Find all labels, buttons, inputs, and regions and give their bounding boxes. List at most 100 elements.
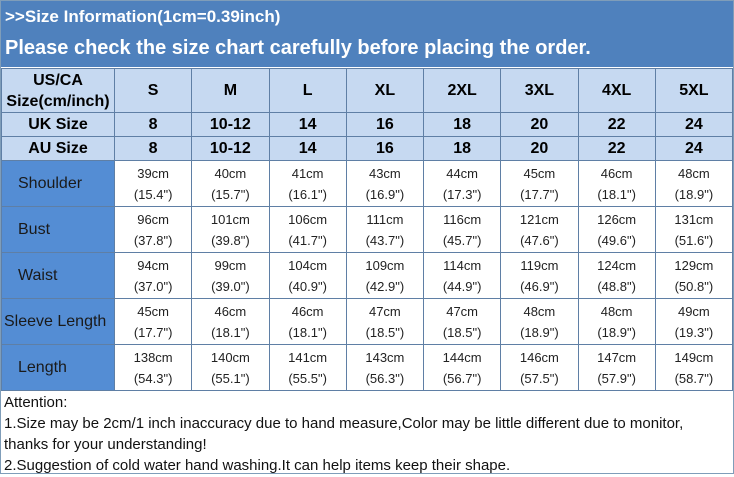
au-size-cell: 8	[113, 136, 193, 161]
measurement-cell: 99cm (39.0")	[191, 252, 270, 299]
size-header-cell: S	[113, 68, 193, 113]
inch-value: (18.9")	[597, 324, 636, 340]
inch-value: (45.7")	[442, 232, 482, 248]
size-table: US/CA Size(cm/inch) S M L XL 2XL 3XL 4XL 5XL UK Si…	[1, 68, 734, 391]
inch-value: (54.3")	[133, 370, 173, 386]
cm-value: 126cm	[597, 211, 637, 227]
cm-value: 124cm	[597, 257, 637, 273]
au-size-cell: 18	[422, 136, 502, 161]
au-size-cell: 14	[268, 136, 347, 161]
inch-value: (56.3")	[365, 370, 405, 386]
measurement-row: Length 138cm (54.3") 140cm (55.1") 141cm (55.5…	[1, 344, 734, 391]
cm-value: 101cm	[210, 211, 250, 227]
measurement-label: Shoulder	[1, 160, 115, 207]
cm-value: 147cm	[597, 349, 637, 365]
header-label-cell: US/CA Size(cm/inch)	[1, 68, 115, 113]
uk-size-cell: 16	[345, 112, 425, 137]
measurement-label: Length	[1, 344, 115, 391]
uk-size-cell: 22	[577, 112, 656, 137]
cm-value: 94cm	[137, 257, 170, 273]
inch-value: (18.1")	[597, 186, 636, 202]
cm-value: 47cm	[368, 303, 401, 319]
cm-value: 106cm	[288, 211, 328, 227]
inch-value: (17.7")	[520, 186, 559, 202]
header-label-line: US/CA	[33, 71, 83, 89]
attention-line: thanks for your understanding!	[4, 436, 207, 453]
cm-value: 138cm	[133, 349, 173, 365]
measurement-row: Sleeve Length 45cm (17.7") 46cm (18.1") 46cm (…	[1, 298, 734, 345]
cm-value: 46cm	[600, 165, 633, 181]
measurement-cell: 146cm (57.5")	[500, 344, 579, 391]
inch-value: (55.1")	[211, 370, 250, 386]
measurement-cell: 144cm (56.7")	[422, 344, 502, 391]
inch-value: (57.5")	[520, 370, 559, 386]
measurement-cell: 48cm (18.9")	[500, 298, 579, 345]
measurement-cell: 104cm (40.9")	[268, 252, 347, 299]
measurement-cell: 101cm (39.8")	[191, 206, 270, 253]
uk-size-cell: 18	[422, 112, 502, 137]
inch-value: (58.7")	[674, 370, 714, 386]
measurement-cell: 48cm (18.9")	[577, 298, 656, 345]
au-size-cell: 10-12	[191, 136, 270, 161]
measurement-cell: 126cm (49.6")	[577, 206, 656, 253]
measurement-cell: 48cm (18.9")	[654, 160, 734, 207]
measurement-cell: 47cm (18.5")	[422, 298, 502, 345]
measurement-cell: 46cm (18.1")	[577, 160, 656, 207]
cm-value: 146cm	[519, 349, 559, 365]
attention-notes: Attention: 1.Size may be 2cm/1 inch inac…	[1, 391, 733, 477]
measurement-cell: 41cm (16.1")	[268, 160, 347, 207]
cm-value: 111cm	[366, 211, 404, 227]
inch-value: (18.1")	[288, 324, 327, 340]
measurement-cell: 43cm (16.9")	[345, 160, 425, 207]
cm-value: 48cm	[677, 165, 710, 181]
measurement-cell: 44cm (17.3")	[422, 160, 502, 207]
inch-value: (16.9")	[365, 186, 405, 202]
measurement-cell: 149cm (58.7")	[654, 344, 734, 391]
uk-size-label: UK Size	[1, 112, 115, 137]
cm-value: 45cm	[523, 165, 556, 181]
uk-size-row: UK Size 8 10-12 14 16 18 20 22 24	[1, 112, 734, 137]
cm-value: 116cm	[443, 211, 482, 227]
inch-value: (56.7")	[442, 370, 482, 386]
size-header-cell: XL	[345, 68, 425, 113]
size-header-row: US/CA Size(cm/inch) S M L XL 2XL 3XL 4XL 5XL	[1, 68, 734, 113]
inch-value: (48.8")	[597, 278, 636, 294]
measurement-cell: 109cm (42.9")	[345, 252, 425, 299]
cm-value: 48cm	[523, 303, 556, 319]
measurement-cell: 141cm (55.5")	[268, 344, 347, 391]
size-header-cell: M	[191, 68, 270, 113]
inch-value: (46.9")	[520, 278, 559, 294]
header-label-line: Size(cm/inch)	[6, 92, 110, 110]
measurement-cell: 121cm (47.6")	[500, 206, 579, 253]
inch-value: (47.6")	[520, 232, 559, 248]
size-header-cell: L	[268, 68, 347, 113]
cm-value: 44cm	[446, 165, 479, 181]
au-size-cell: 20	[500, 136, 579, 161]
au-size-row: AU Size 8 10-12 14 16 18 20 22 24	[1, 136, 734, 161]
au-size-cell: 24	[654, 136, 734, 161]
measurement-cell: 111cm (43.7")	[345, 206, 425, 253]
cm-value: 141cm	[288, 349, 328, 365]
inch-value: (39.8")	[211, 232, 250, 248]
size-header-cell: 3XL	[500, 68, 579, 113]
cm-value: 140cm	[210, 349, 250, 365]
inch-value: (18.9")	[520, 324, 559, 340]
measurement-cell: 124cm (48.8")	[577, 252, 656, 299]
measurement-cell: 138cm (54.3")	[113, 344, 193, 391]
uk-size-cell: 20	[500, 112, 579, 137]
measurement-cell: 143cm (56.3")	[345, 344, 425, 391]
measurement-cell: 96cm (37.8")	[113, 206, 193, 253]
cm-value: 49cm	[677, 303, 710, 319]
cm-value: 47cm	[446, 303, 479, 319]
measurement-cell: 147cm (57.9")	[577, 344, 656, 391]
cm-value: 119cm	[520, 257, 559, 273]
inch-value: (50.8")	[674, 278, 714, 294]
inch-value: (15.7")	[211, 186, 250, 202]
measurement-cell: 46cm (18.1")	[191, 298, 270, 345]
inch-value: (19.3")	[674, 324, 714, 340]
measurement-row: Waist 94cm (37.0") 99cm (39.0") 104cm (40.9") 1…	[1, 252, 734, 299]
inch-value: (18.5")	[442, 324, 482, 340]
measurement-row: Shoulder 39cm (15.4") 40cm (15.7") 41cm (16.1"…	[1, 160, 734, 207]
cm-value: 43cm	[368, 165, 401, 181]
au-size-cell: 22	[577, 136, 656, 161]
